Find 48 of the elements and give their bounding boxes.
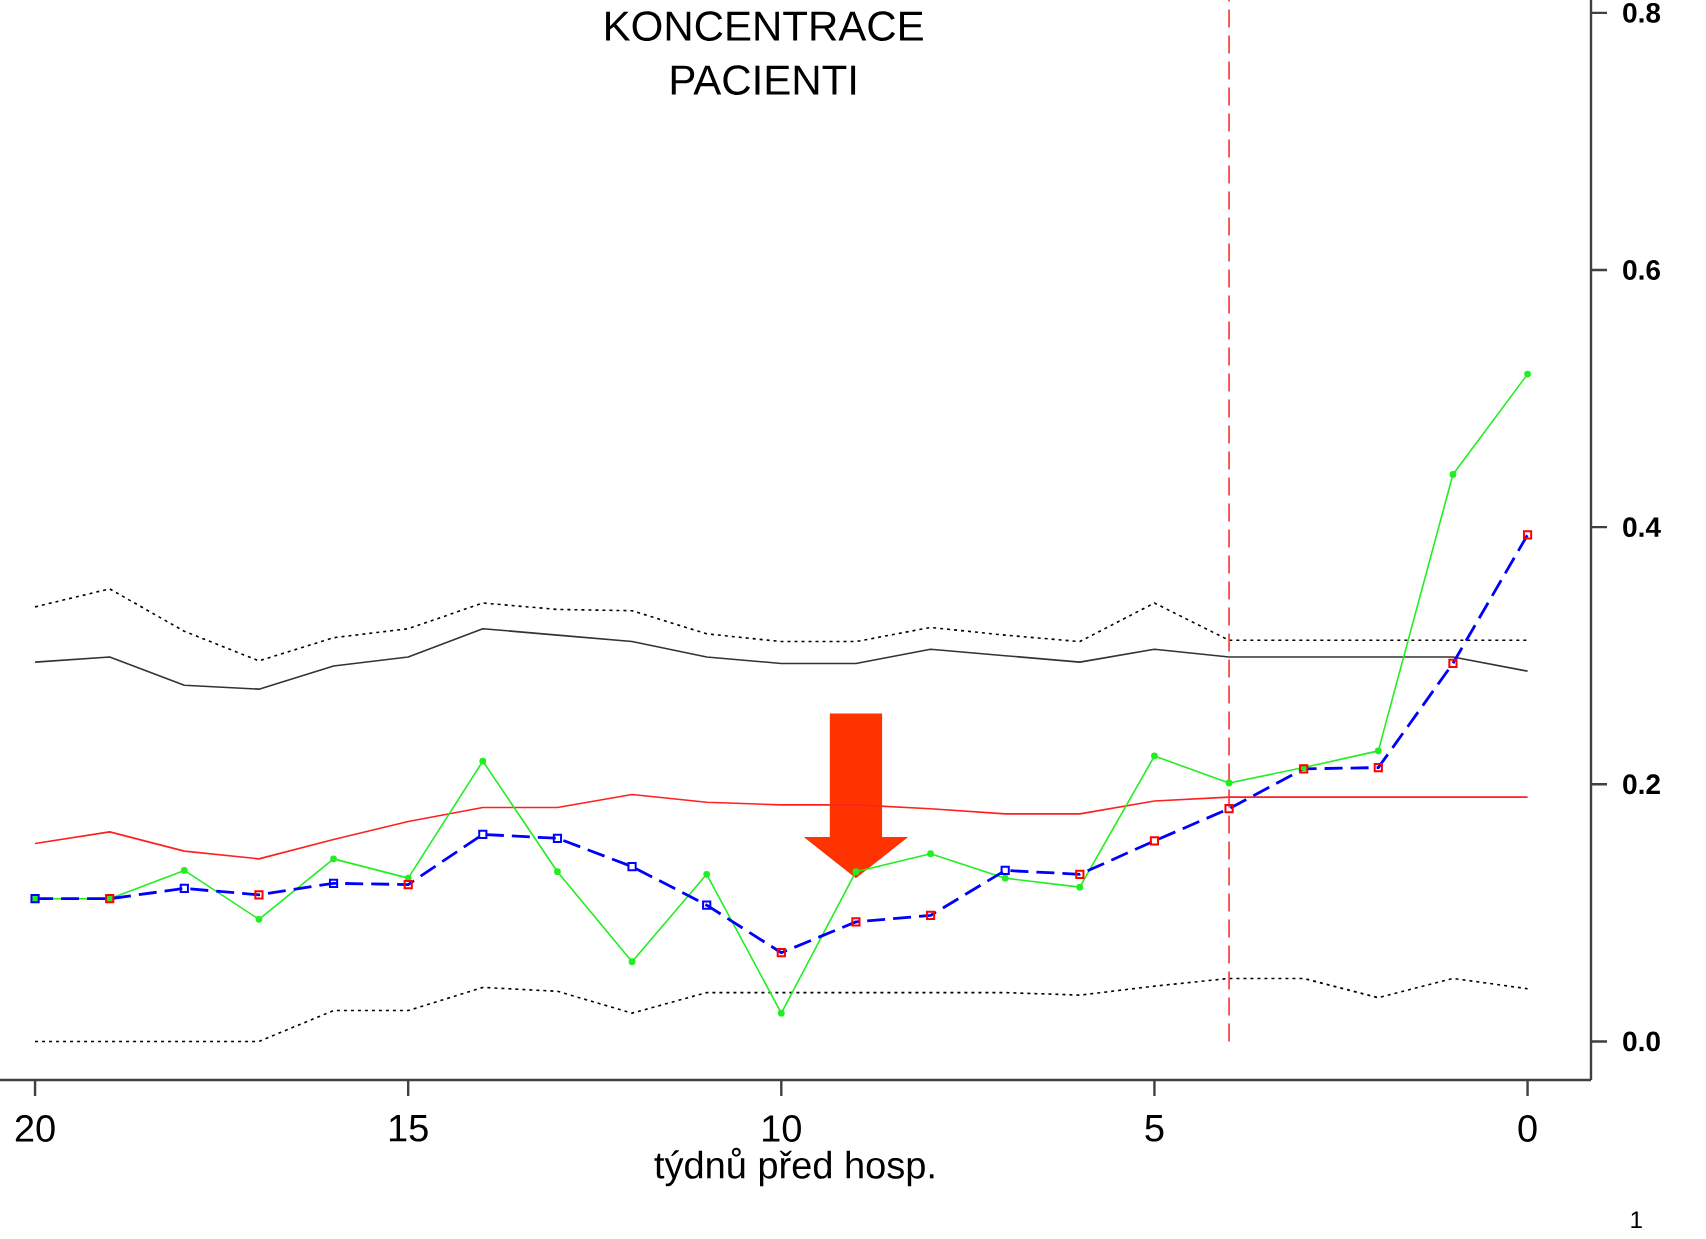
point [925,910,936,921]
text: 1 [1631,1211,1642,1228]
point [254,890,264,900]
x-tick-label: 10 [763,1115,801,1142]
point [330,855,337,863]
point [328,878,339,888]
point [777,1009,785,1017]
point [852,868,860,876]
point [552,833,563,843]
point [703,870,711,878]
point [1151,752,1158,760]
point [1225,779,1233,787]
point [179,883,189,894]
x-tick-label: 15 [389,1115,428,1142]
text: KONCENTRACE PACIENTI [606,11,923,95]
point [479,757,487,765]
y-tick-label: 0.4 [1623,517,1661,538]
y-tick-label: 0.2 [1623,774,1660,795]
point [702,900,712,910]
point [628,958,636,966]
point [1000,865,1010,876]
point [180,867,188,874]
point [851,917,861,927]
y-tick-label: 0.8 [1623,2,1661,23]
point [403,879,413,890]
point [1224,804,1234,814]
point [1076,883,1084,891]
x-tick-label: 0 [1518,1115,1537,1142]
point [1075,869,1085,879]
point [554,868,561,876]
x-tick-label: 20 [15,1115,55,1142]
point [1448,658,1458,669]
y-tick-label: 0.6 [1623,260,1660,280]
y-tick-label: 0.0 [1623,1031,1660,1052]
x-axis-title: týdnů před hosp. [654,1147,934,1187]
point [776,948,786,958]
point [1524,370,1531,378]
point [1522,530,1533,540]
point [1001,874,1009,882]
point [478,829,488,840]
point [255,915,263,923]
point [1449,471,1457,478]
point [1374,747,1382,755]
x-tick-label: 5 [1145,1115,1164,1142]
point [1149,836,1160,846]
point [1373,762,1383,773]
point [927,850,934,858]
point [627,861,637,872]
